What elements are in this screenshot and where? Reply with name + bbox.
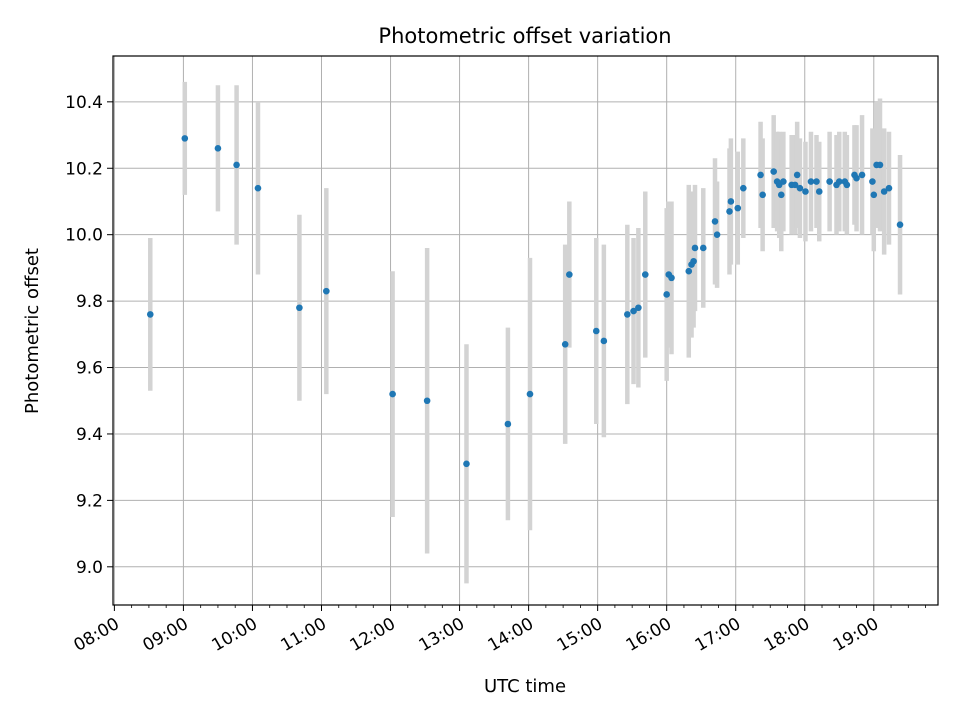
data-point bbox=[858, 171, 866, 179]
data-point bbox=[876, 161, 884, 169]
data-point bbox=[757, 171, 764, 179]
data-point bbox=[796, 184, 804, 192]
x-axis-label: UTC time bbox=[484, 676, 566, 697]
axes-frame bbox=[112, 55, 939, 606]
data-point bbox=[713, 231, 721, 238]
data-point bbox=[423, 397, 431, 405]
data-point bbox=[635, 304, 642, 312]
data-point bbox=[826, 178, 833, 185]
y-tick-label: 9.0 bbox=[76, 558, 103, 578]
data-point bbox=[685, 267, 693, 275]
data-point bbox=[880, 188, 888, 195]
data-point bbox=[699, 244, 707, 252]
data-point bbox=[668, 274, 675, 282]
data-point bbox=[870, 191, 878, 199]
data-point bbox=[843, 181, 851, 189]
chart-title: Photometric offset variation bbox=[378, 24, 671, 48]
data-point bbox=[770, 168, 777, 175]
data-point bbox=[711, 218, 719, 225]
data-point bbox=[793, 171, 801, 179]
data-point bbox=[630, 307, 637, 315]
data-point bbox=[561, 340, 569, 348]
data-point bbox=[835, 178, 843, 185]
y-axis-label: Photometric offset bbox=[22, 248, 43, 414]
data-point bbox=[896, 221, 904, 229]
y-tick-label: 10.2 bbox=[65, 159, 103, 179]
y-tick-label: 10.0 bbox=[65, 226, 103, 246]
data-point bbox=[807, 178, 815, 185]
data-point bbox=[690, 257, 697, 265]
data-point bbox=[740, 184, 747, 192]
data-point bbox=[691, 244, 699, 252]
data-point bbox=[504, 420, 512, 428]
y-tick-label: 9.4 bbox=[76, 425, 103, 445]
data-point bbox=[813, 178, 820, 185]
y-tick-label: 9.8 bbox=[76, 292, 103, 312]
data-point bbox=[641, 271, 649, 278]
data-point bbox=[592, 327, 600, 335]
data-point bbox=[726, 208, 733, 215]
data-point bbox=[526, 390, 534, 398]
data-point bbox=[146, 311, 154, 318]
data-point bbox=[463, 460, 470, 468]
data-point bbox=[777, 191, 785, 199]
data-point bbox=[759, 191, 766, 199]
data-point bbox=[853, 174, 860, 182]
data-point bbox=[389, 390, 396, 398]
data-point bbox=[802, 188, 809, 195]
data-point bbox=[181, 135, 189, 142]
y-tick-label: 10.4 bbox=[65, 93, 103, 113]
data-point bbox=[791, 181, 799, 189]
data-point bbox=[734, 204, 742, 212]
data-point bbox=[254, 184, 262, 192]
data-point bbox=[233, 161, 240, 169]
data-point bbox=[869, 178, 876, 185]
data-point bbox=[885, 184, 893, 192]
data-point bbox=[566, 271, 573, 278]
y-tick-label: 9.6 bbox=[76, 359, 103, 379]
data-point bbox=[296, 304, 303, 312]
data-point bbox=[663, 291, 670, 298]
y-tick-label: 9.2 bbox=[76, 491, 103, 511]
data-point bbox=[323, 287, 330, 295]
data-point bbox=[624, 311, 631, 318]
data-point bbox=[780, 178, 787, 185]
data-point bbox=[815, 188, 823, 195]
data-point bbox=[600, 337, 608, 345]
data-points bbox=[146, 135, 904, 468]
data-point bbox=[214, 145, 222, 152]
data-point bbox=[727, 198, 735, 205]
